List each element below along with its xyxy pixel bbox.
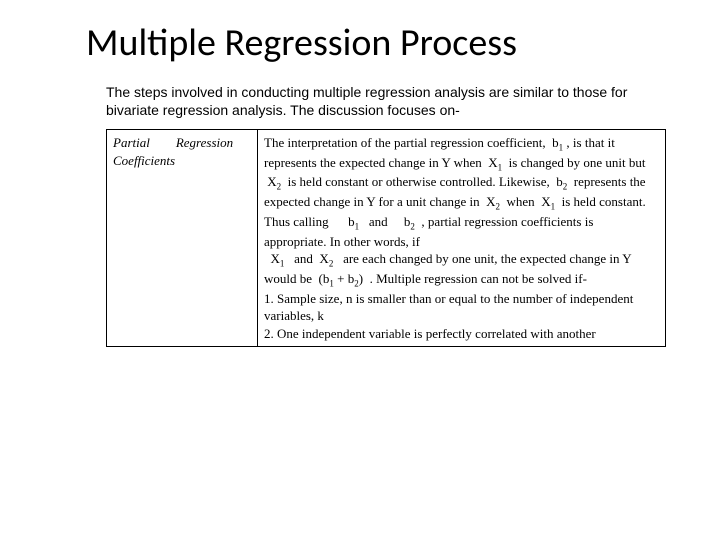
sym-b1-sub: 1 [559, 143, 564, 153]
expr-close: ) [359, 271, 363, 286]
sym-x1: X [488, 155, 497, 170]
body-text: is held constant or otherwise controlled… [288, 174, 550, 189]
left-label-part3: Coefficients [113, 153, 175, 168]
body-numbered-1: 1. Sample size, n is smaller than or equ… [264, 291, 633, 324]
body-text: and [294, 251, 313, 266]
body-text: is changed by one unit but [509, 155, 646, 170]
sym-x1-sub: 1 [498, 162, 503, 172]
sym-x2c: X [319, 251, 328, 266]
sym-x2-sub: 2 [277, 182, 282, 192]
sym-x2: X [267, 174, 276, 189]
body-text: The interpretation of the partial regres… [264, 135, 546, 150]
sym-b2b-sub: 2 [410, 222, 415, 232]
intro-text: The steps involved in conducting multipl… [106, 84, 666, 119]
table-row: Partial Regression Coefficients The inte… [107, 130, 666, 347]
sym-x1c-sub: 1 [280, 259, 285, 269]
left-cell: Partial Regression Coefficients [107, 130, 258, 347]
body-text: when [507, 194, 535, 209]
sym-x2b: X [486, 194, 495, 209]
page-title: Multiple Regression Process [86, 20, 680, 66]
sym-b1b-sub: 1 [355, 222, 360, 232]
expr-plus: + [334, 271, 348, 286]
left-label-part2: Regression [176, 135, 233, 150]
left-label-part1: Partial [113, 135, 150, 150]
body-text: . Multiple regression can not be solved … [370, 271, 587, 286]
body-numbered-2: 2. One independent variable is perfectly… [264, 326, 596, 341]
sym-x1b-sub: 1 [551, 202, 556, 212]
content-table: Partial Regression Coefficients The inte… [106, 129, 666, 347]
sym-x1b: X [541, 194, 550, 209]
sym-x2c-sub: 2 [329, 259, 334, 269]
sym-x2b-sub: 2 [496, 202, 501, 212]
sym-x1c: X [271, 251, 280, 266]
sym-b2-sub: 2 [563, 182, 568, 192]
body-text: and [369, 214, 388, 229]
right-cell: The interpretation of the partial regres… [258, 130, 666, 347]
